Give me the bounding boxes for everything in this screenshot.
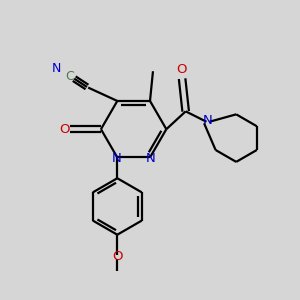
Text: O: O (59, 123, 70, 136)
Text: C: C (65, 70, 74, 83)
Text: N: N (146, 152, 156, 165)
Text: N: N (52, 62, 61, 75)
Text: N: N (112, 152, 121, 165)
Text: O: O (176, 63, 187, 76)
Text: N: N (203, 114, 213, 128)
Text: O: O (112, 250, 123, 263)
